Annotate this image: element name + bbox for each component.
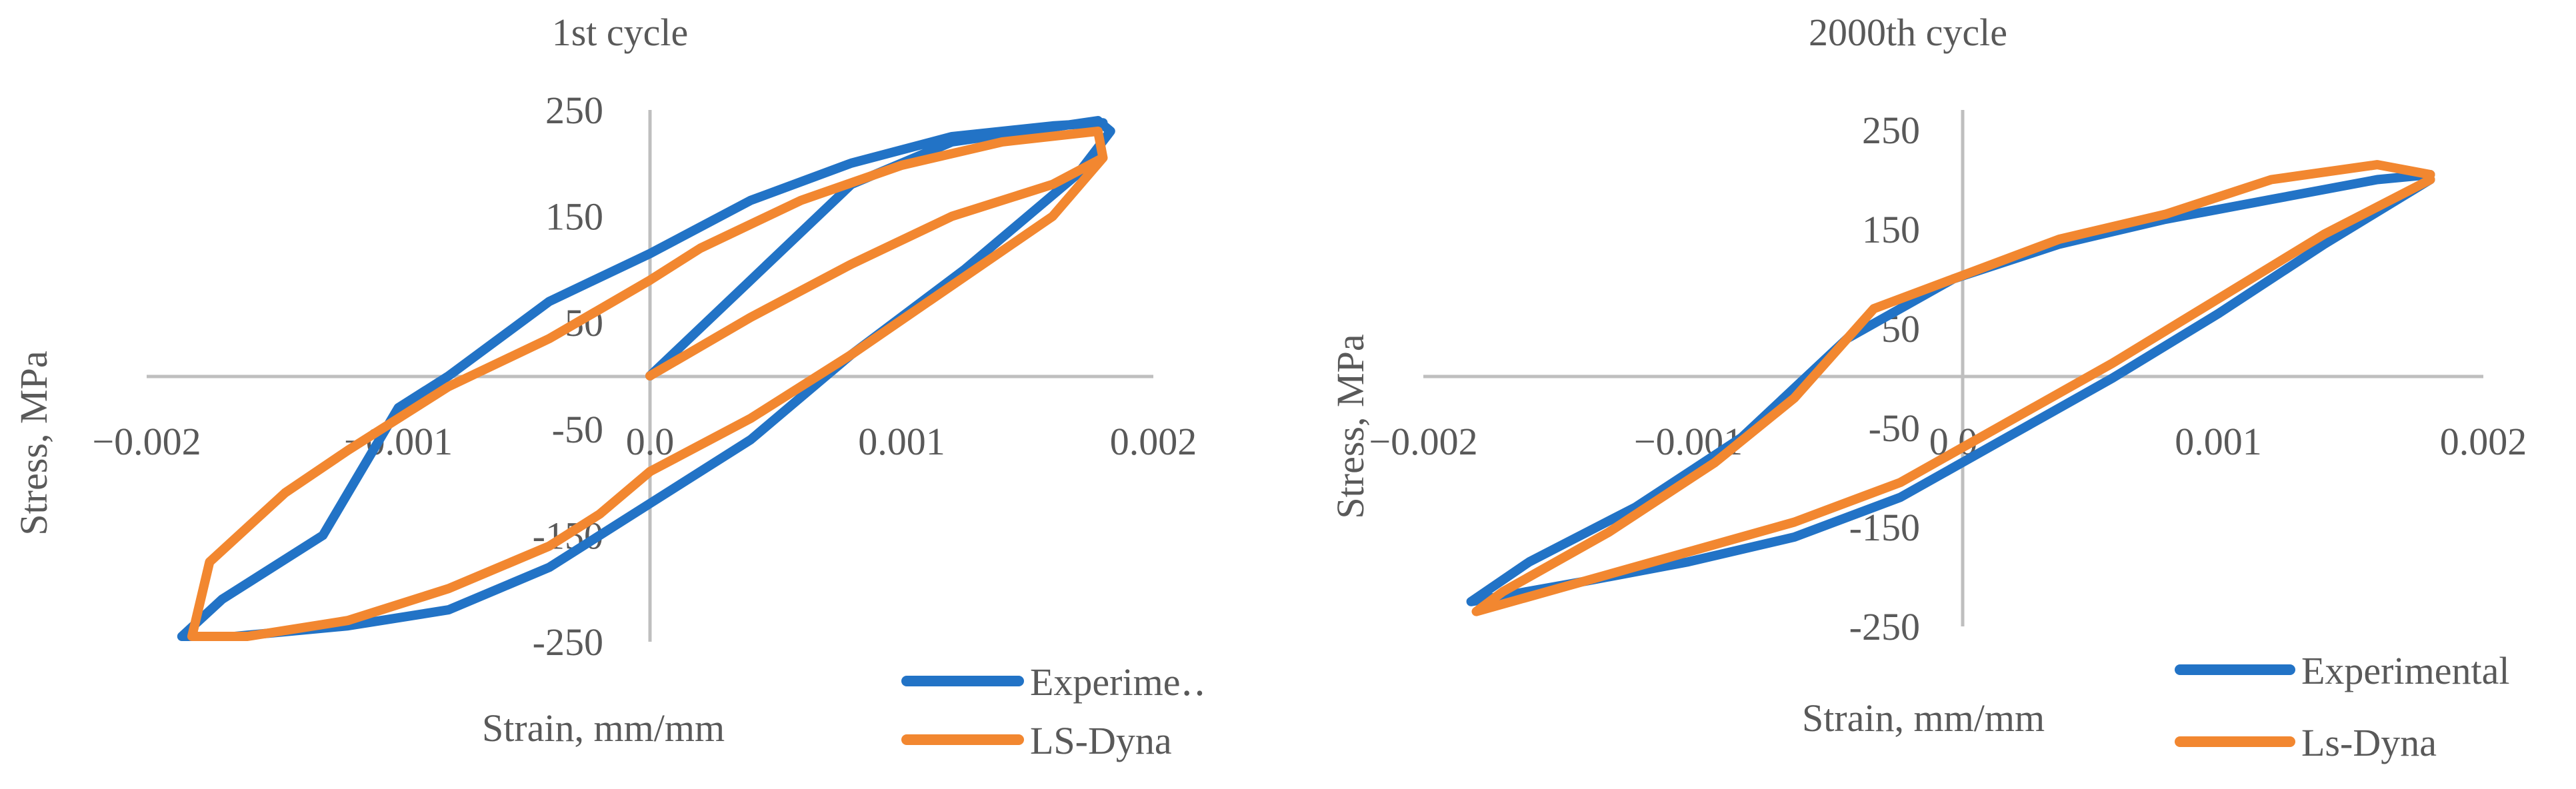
chart-title: 1st cycle	[552, 11, 689, 54]
x-tick-label: 0.002	[2440, 420, 2527, 463]
series-line-experimental	[177, 116, 1115, 641]
y-tick-label: 250	[1862, 109, 1920, 152]
legend-label-ls-dyna: Ls-Dyna	[2301, 721, 2437, 764]
x-tick-label: 0.001	[858, 420, 945, 463]
legend-label-experimental: Experime‥	[1030, 660, 1206, 704]
x-axis-label: Strain, mm/mm	[1802, 696, 2045, 740]
y-tick-label: -250	[533, 620, 603, 664]
x-tick-label: 0.002	[1110, 420, 1197, 463]
x-tick-label: −0.002	[92, 420, 201, 463]
y-tick-label: 150	[545, 195, 603, 239]
legend-label-ls-dyna: LS-Dyna	[1030, 719, 1172, 762]
x-tick-labels: −0.002 −0.001 0.0 0.001 0.002	[1369, 420, 2527, 463]
x-tick-label: 0.001	[2175, 420, 2262, 463]
x-tick-labels: −0.002 −0.001 0.0 0.001 0.002	[92, 420, 1197, 463]
series-line-experimental	[1466, 170, 2435, 606]
y-tick-label: -250	[1849, 605, 1920, 648]
legend: Experime‥ LS-Dyna	[901, 660, 1206, 762]
y-tick-label: 150	[1862, 208, 1920, 251]
series-line-ls-dyna	[187, 126, 1108, 641]
series-group	[177, 116, 1115, 641]
y-tick-label: -50	[1869, 406, 1920, 450]
y-axis-label: Stress, MPa	[12, 351, 55, 535]
y-tick-label: -50	[552, 408, 603, 451]
legend-label-experimental: Experimental	[2301, 649, 2509, 692]
legend: Experimental Ls-Dyna	[2175, 649, 2509, 764]
y-tick-label: 250	[545, 89, 603, 132]
axes	[1423, 110, 2483, 626]
x-tick-label: −0.002	[1369, 420, 1477, 463]
series-group	[1466, 160, 2435, 616]
x-tick-label: 0.0	[626, 420, 675, 463]
chart-title: 2000th cycle	[1809, 11, 2007, 54]
x-axis-label: Strain, mm/mm	[482, 706, 725, 750]
y-axis-label: Stress, MPa	[1329, 334, 1372, 518]
series-line-ls-dyna	[1471, 160, 2435, 616]
